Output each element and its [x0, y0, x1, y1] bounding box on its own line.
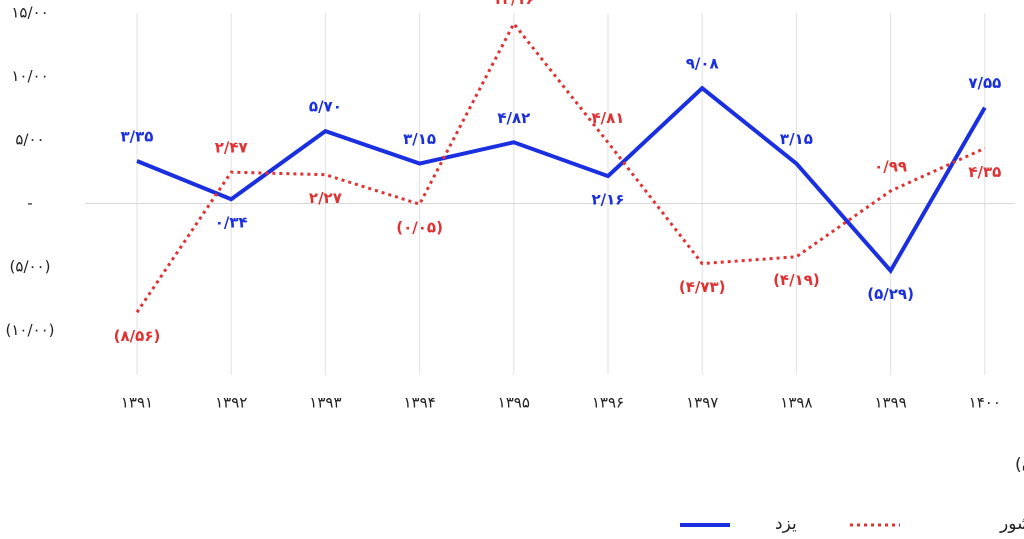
data-label: (۴/۱۹)	[773, 271, 820, 289]
data-label: ۵/۷۰	[309, 98, 342, 116]
series-line	[135, 20, 986, 314]
x-tick-label: ۱۳۹۳	[309, 394, 341, 412]
x-tick-label: ۱۴۰۰	[969, 394, 1001, 412]
y-tick-label: -	[27, 194, 32, 212]
data-label: ۹/۰۸	[686, 55, 719, 73]
data-label: ۴/۳۵	[968, 163, 1001, 181]
data-label: (۸/۵۶)	[114, 327, 161, 345]
legend-label: کل کشور	[999, 514, 1024, 534]
legend-label: یزد	[775, 514, 797, 534]
x-tick-label: ۱۳۹۸	[780, 394, 812, 412]
data-label: ۰/۹۹	[874, 157, 907, 175]
data-label: ۱۴/۱۶	[493, 0, 535, 8]
data-label: ۲/۴۷	[215, 139, 248, 157]
x-tick-label: ۱۳۹۶	[592, 394, 624, 412]
data-label: ۲/۱۶	[592, 191, 625, 209]
x-tick-label: ۱۳۹۵	[498, 394, 530, 412]
x-tick-label: ۱۳۹۹	[874, 394, 906, 412]
data-label: ۴/۸۱	[592, 109, 625, 127]
y-tick-label: ۱۰/۰۰	[11, 67, 48, 85]
chart-title: رشد اقتصادی استان یزد و کل کشور در ۱۰ سا…	[1015, 455, 1024, 475]
x-tick-label: ۱۳۹۲	[215, 394, 247, 412]
data-label: ۳/۳۵	[121, 127, 154, 145]
series-line	[136, 85, 987, 275]
x-tick-label: ۱۳۹۴	[403, 394, 435, 412]
data-label: ۲/۲۷	[309, 189, 342, 207]
data-label: (۵/۲۹)	[867, 285, 914, 303]
data-label: ۰/۳۴	[215, 214, 248, 232]
y-tick-label: ۵/۰۰	[15, 131, 44, 149]
data-label: (۴/۷۳)	[679, 278, 726, 296]
y-tick-label: (۵/۰۰)	[10, 258, 51, 276]
y-tick-label: ۱۵/۰۰	[11, 4, 48, 22]
data-label: ۳/۱۵	[780, 130, 813, 148]
data-label: (۰/۰۵)	[396, 219, 443, 237]
data-label: ۳/۱۵	[403, 130, 436, 148]
data-label: ۷/۵۵	[968, 74, 1001, 92]
data-label: ۴/۸۲	[497, 109, 530, 127]
x-tick-label: ۱۳۹۱	[121, 394, 153, 412]
y-tick-label: (۱۰/۰۰)	[6, 321, 55, 339]
x-tick-label: ۱۳۹۷	[686, 394, 718, 412]
